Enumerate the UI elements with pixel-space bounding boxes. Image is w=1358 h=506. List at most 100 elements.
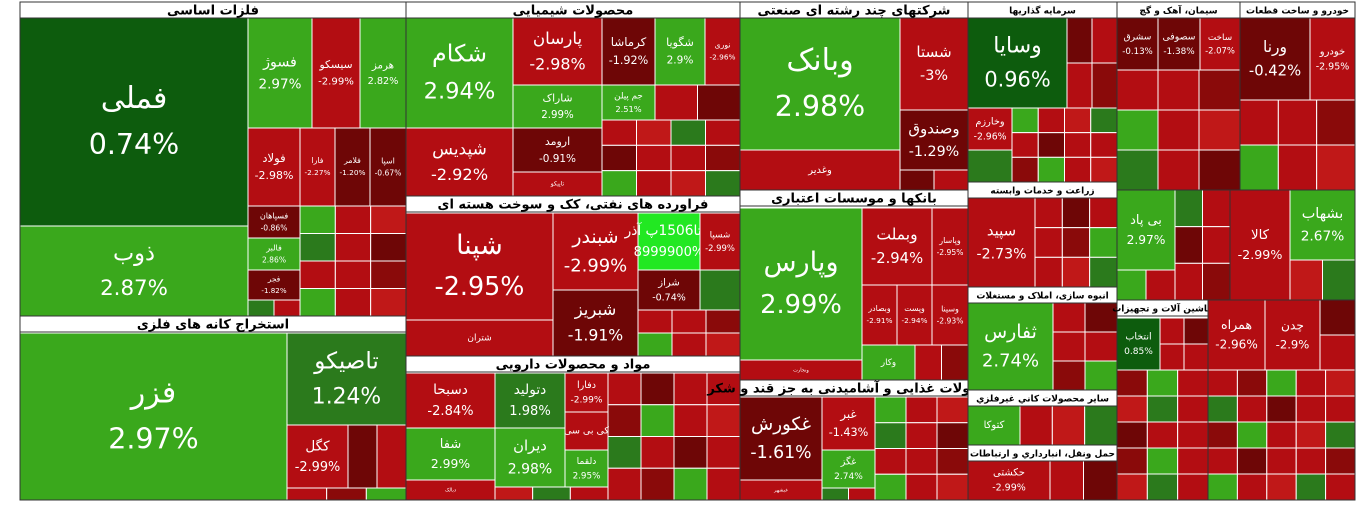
tile-filler <box>699 269 741 311</box>
tile-name: حکشتی <box>993 468 1025 479</box>
tile-filler <box>1090 156 1118 183</box>
tile <box>247 205 301 239</box>
tile-filler <box>347 424 378 489</box>
tile-filler <box>1202 189 1231 228</box>
tile-filler <box>1322 259 1356 301</box>
tile <box>405 17 514 129</box>
tile-name: دسبحا <box>433 382 468 398</box>
tile-filler <box>299 288 336 317</box>
tile-filler <box>1316 144 1356 191</box>
tile-name: غکورش <box>751 414 812 435</box>
tile-change: 8999900% <box>634 245 705 260</box>
sector-title: فراورده های نفتی، کک و سوخت هسته ای <box>438 198 709 213</box>
tile-filler <box>1146 369 1179 397</box>
tile-change: -2.95% <box>937 248 964 257</box>
tile <box>861 344 916 381</box>
tile-name: انتخاب <box>1125 331 1151 342</box>
tile-filler <box>1266 447 1297 475</box>
tile <box>931 284 969 346</box>
tile-name: فملی <box>101 81 168 116</box>
tile-change: -2.98% <box>529 54 585 73</box>
tile-filler <box>654 84 698 121</box>
tile-name: شکام <box>432 40 487 68</box>
tile-name: وکار <box>880 358 896 368</box>
tile <box>359 17 407 129</box>
tile <box>334 127 371 207</box>
tile-change: -1.91% <box>568 326 624 345</box>
tile-change: -0.86% <box>261 223 288 232</box>
tile-filler <box>1049 459 1084 501</box>
tile-change: 2.95% <box>573 471 601 481</box>
tile-filler <box>914 344 942 381</box>
tile <box>967 302 1054 391</box>
tile-name: هرمز <box>371 60 394 71</box>
tile-filler <box>1198 149 1241 191</box>
tile-filler <box>376 424 407 489</box>
tile-filler <box>334 233 372 262</box>
tile-name: ورنا <box>1263 38 1287 57</box>
tile <box>1199 17 1241 71</box>
tile-name: فلامر <box>343 156 361 165</box>
tile-filler <box>1052 302 1086 333</box>
tile <box>405 319 554 357</box>
tile <box>601 84 656 121</box>
tile-change: -0.67% <box>375 168 402 177</box>
tile-name: خودرو <box>1319 47 1345 58</box>
tile-change: 2.94% <box>424 79 496 105</box>
tile-filler <box>1091 17 1118 64</box>
tile <box>1207 299 1266 371</box>
tile-filler <box>1236 395 1268 423</box>
tile <box>637 269 701 311</box>
tile <box>19 17 249 227</box>
tile <box>369 127 407 207</box>
tile-filler <box>1325 369 1356 397</box>
tile-filler <box>874 396 907 424</box>
tile-change: -2.73% <box>977 246 1027 262</box>
tile-name: وخارزم <box>975 117 1004 128</box>
tile-filler <box>671 332 707 357</box>
tile-name: نوری <box>714 41 730 50</box>
tile-filler <box>1239 144 1279 191</box>
tile-filler <box>299 233 336 262</box>
tile-filler <box>1277 99 1318 146</box>
tile <box>552 289 639 357</box>
sector-title: محصولات شیمیایی <box>513 4 634 19</box>
tile-filler <box>1089 256 1118 288</box>
tile-filler <box>1183 343 1209 371</box>
tile-filler <box>640 372 675 406</box>
tile-filler <box>821 487 849 501</box>
tile-change: -1.61% <box>750 443 811 463</box>
tile-change: 2.67% <box>1301 229 1345 245</box>
tile <box>899 109 969 171</box>
tile-filler <box>1207 473 1238 501</box>
tile <box>19 332 288 501</box>
tile-filler <box>1090 107 1118 134</box>
tile-change: -2.84% <box>427 404 473 419</box>
tile-name: کرماشا <box>611 35 647 50</box>
tile-name: کگل <box>305 437 330 454</box>
tile-name: شفا <box>440 437 461 452</box>
sector-title: بانکها و موسسات اعتباری <box>771 192 937 207</box>
tile-change: -1.20% <box>339 168 365 177</box>
tile-filler <box>1037 132 1065 158</box>
tile-filler <box>1207 395 1238 423</box>
tile-filler <box>673 467 708 501</box>
tile-name: وبانک <box>786 43 853 78</box>
tile <box>247 127 301 207</box>
tile-name: فجر <box>267 274 281 283</box>
tile-name: وسینا <box>941 305 959 314</box>
sector-title: فلزات اساسی <box>167 4 259 19</box>
tile-filler <box>370 233 407 262</box>
tile <box>967 17 1068 109</box>
tile-filler <box>936 396 969 424</box>
tile-filler <box>1116 109 1159 151</box>
tile-filler <box>1084 331 1118 362</box>
tile-filler <box>370 260 407 289</box>
tile <box>739 396 823 481</box>
tile <box>564 411 609 451</box>
tile-filler <box>905 473 938 501</box>
tile-change: -2.07% <box>1205 46 1235 56</box>
sector-title: سرمایه گذاریها <box>1009 5 1076 17</box>
tile <box>1239 17 1311 101</box>
